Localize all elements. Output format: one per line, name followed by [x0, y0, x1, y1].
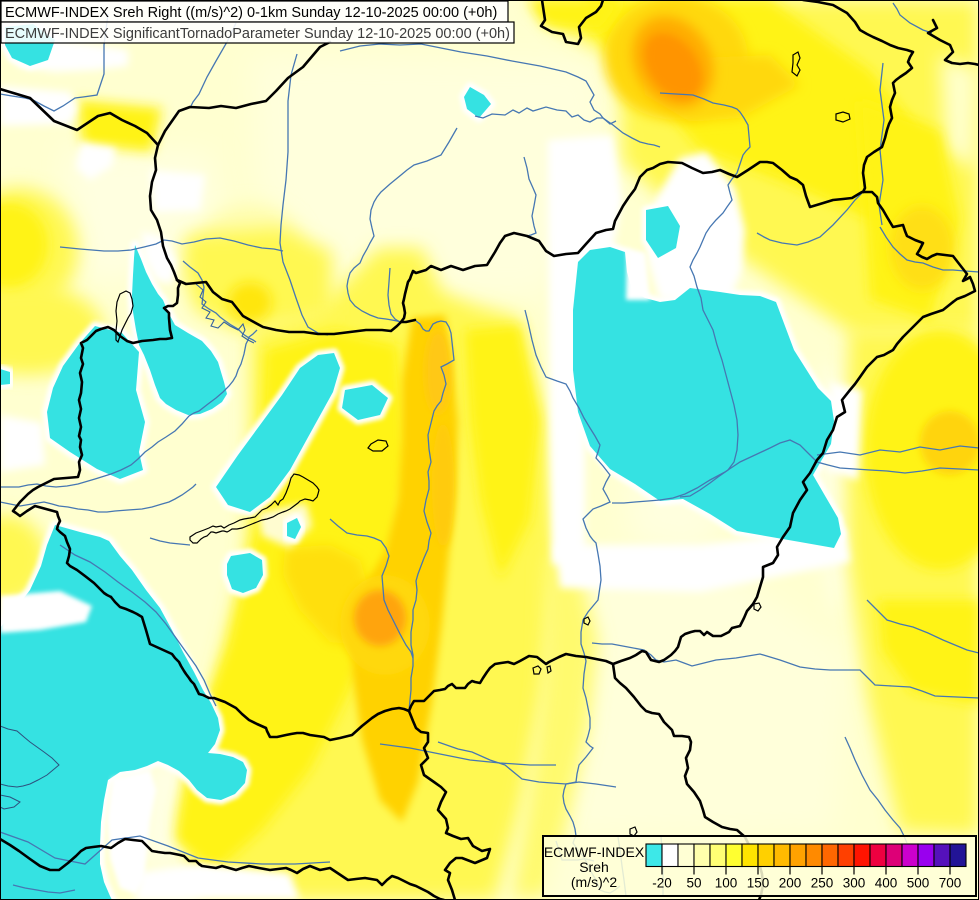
svg-text:700: 700: [939, 876, 962, 891]
svg-text:500: 500: [907, 876, 930, 891]
svg-text:250: 250: [811, 876, 834, 891]
svg-text:(m/s)^2: (m/s)^2: [571, 874, 617, 890]
svg-text:150: 150: [747, 876, 770, 891]
svg-text:300: 300: [843, 876, 866, 891]
svg-text:50: 50: [686, 876, 701, 891]
svg-text:-20: -20: [652, 876, 672, 891]
svg-text:Sreh: Sreh: [579, 859, 609, 875]
svg-text:ECMWF-INDEX Sreh Right ((m/s)^: ECMWF-INDEX Sreh Right ((m/s)^2) 0-1km S…: [5, 5, 497, 21]
svg-text:400: 400: [875, 876, 898, 891]
svg-text:200: 200: [779, 876, 802, 891]
svg-text:100: 100: [715, 876, 738, 891]
svg-text:ECMWF-INDEX: ECMWF-INDEX: [544, 844, 645, 860]
svg-text:ECMWF-INDEX SignificantTornado: ECMWF-INDEX SignificantTornadoParameter …: [5, 26, 510, 42]
